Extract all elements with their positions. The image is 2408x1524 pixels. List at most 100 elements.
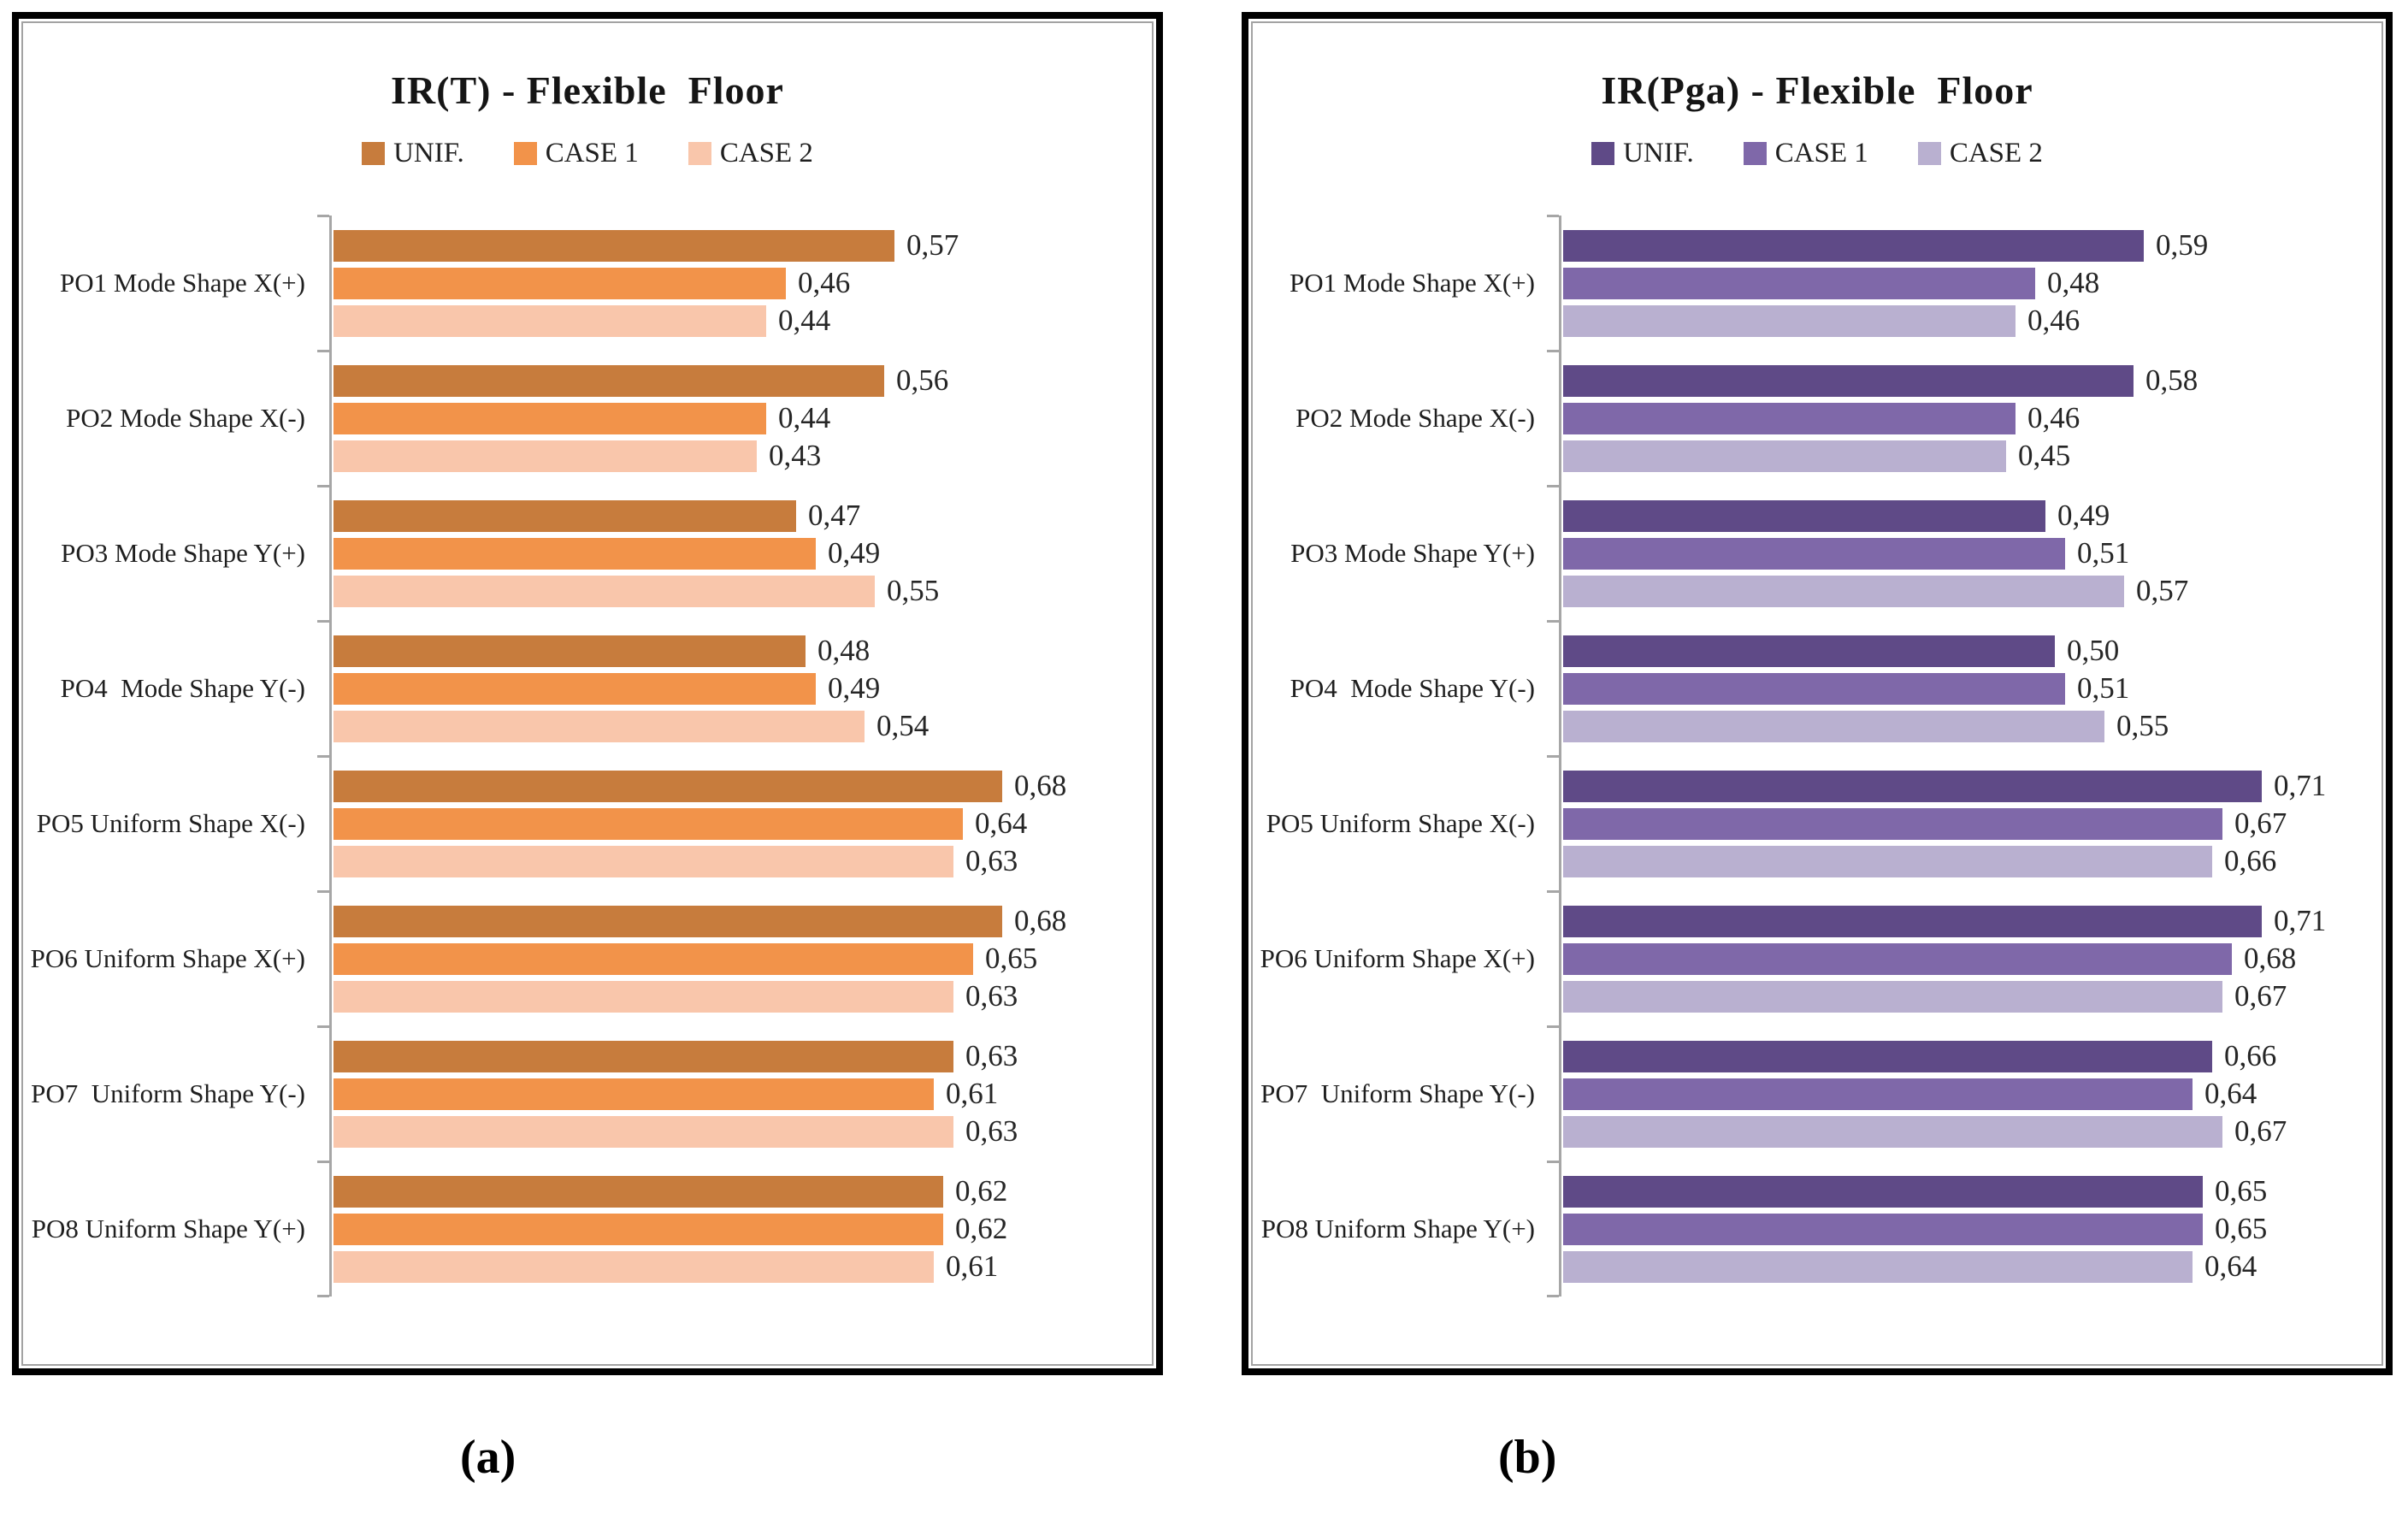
bar-value-label: 0,46 bbox=[2027, 401, 2080, 434]
bar-row: 0,45 bbox=[1563, 439, 2198, 472]
category-group: PO2 Mode Shape X(-) 0,56 0,44 0,43 bbox=[28, 351, 1147, 486]
category-group: PO1 Mode Shape X(+) 0,57 0,46 0,44 bbox=[28, 216, 1147, 351]
bar-value-label: 0,46 bbox=[2027, 304, 2080, 337]
bar bbox=[333, 770, 1002, 802]
bar-value-label: 0,61 bbox=[946, 1249, 999, 1283]
bar bbox=[1563, 845, 2212, 877]
bar-row: 0,51 bbox=[1563, 536, 2188, 570]
bar-row: 0,64 bbox=[333, 806, 1066, 840]
bar-value-label: 0,65 bbox=[2215, 1212, 2268, 1245]
bar-value-label: 0,66 bbox=[2224, 844, 2277, 877]
legend-item-label: UNIF. bbox=[1623, 137, 1694, 168]
category-group: PO1 Mode Shape X(+) 0,59 0,48 0,46 bbox=[1258, 216, 2376, 351]
bar-value-label: 0,44 bbox=[778, 304, 831, 337]
bar bbox=[1563, 672, 2065, 705]
bar-row: 0,46 bbox=[1563, 401, 2198, 434]
bar-row: 0,71 bbox=[1563, 904, 2327, 937]
bar-value-label: 0,71 bbox=[2274, 904, 2327, 937]
bar-value-label: 0,49 bbox=[2057, 499, 2110, 532]
bar-row: 0,46 bbox=[333, 266, 959, 299]
category-group: PO8 Uniform Shape Y(+) 0,62 0,62 0,61 bbox=[28, 1161, 1147, 1297]
bar bbox=[333, 980, 953, 1013]
axis-tick bbox=[1547, 350, 1559, 352]
bar bbox=[333, 440, 757, 472]
bar-row: 0,49 bbox=[1563, 499, 2188, 532]
axis-tick bbox=[1547, 890, 1559, 893]
bar-row: 0,44 bbox=[333, 401, 948, 434]
bar-stack: 0,68 0,65 0,63 bbox=[333, 904, 1066, 1013]
bar-stack: 0,58 0,46 0,45 bbox=[1563, 363, 2198, 472]
bar-row: 0,65 bbox=[1563, 1212, 2268, 1245]
legend-item-label: CASE 1 bbox=[545, 137, 639, 168]
value-axis bbox=[329, 216, 332, 1297]
bar-row: 0,48 bbox=[1563, 266, 2208, 299]
axis-tick bbox=[1547, 485, 1559, 487]
bar bbox=[1563, 710, 2104, 742]
bar-value-label: 0,64 bbox=[975, 806, 1028, 840]
chart-panel-a-inner: IR(T) - Flexible Floor UNIF. CASE 1 CASE 2… bbox=[21, 21, 1154, 1366]
bar-row: 0,61 bbox=[333, 1077, 1018, 1110]
legend-swatch bbox=[362, 141, 386, 165]
plot-a: PO1 Mode Shape X(+) 0,57 0,46 0,44 PO2 Mode … bbox=[28, 215, 1147, 1297]
bar-value-label: 0,57 bbox=[906, 228, 959, 262]
bar bbox=[333, 1213, 943, 1245]
axis-tick bbox=[317, 755, 329, 758]
legend-item-label: UNIF. bbox=[393, 137, 464, 168]
bar bbox=[333, 402, 766, 434]
bar bbox=[333, 229, 894, 262]
category-group: PO6 Uniform Shape X(+) 0,71 0,68 0,67 bbox=[1258, 891, 2376, 1026]
bar bbox=[333, 499, 796, 532]
bar-stack: 0,68 0,64 0,63 bbox=[333, 769, 1067, 877]
axis-tick bbox=[317, 485, 329, 487]
bar bbox=[1563, 1175, 2203, 1208]
bar-stack: 0,50 0,51 0,55 bbox=[1563, 634, 2169, 742]
legend-swatch bbox=[1591, 141, 1615, 165]
legend-item: CASE 2 bbox=[1917, 138, 2043, 169]
bar-value-label: 0,68 bbox=[1014, 769, 1067, 802]
bar-row: 0,62 bbox=[333, 1174, 1007, 1208]
legend-b: UNIF. CASE 1 CASE 2 bbox=[1258, 135, 2376, 171]
category-label: PO1 Mode Shape X(+) bbox=[60, 268, 305, 298]
bar bbox=[1563, 364, 2134, 397]
bar-row: 0,61 bbox=[333, 1249, 1007, 1283]
category-label: PO3 Mode Shape Y(+) bbox=[1290, 538, 1535, 568]
axis-tick bbox=[1547, 755, 1559, 758]
bar-row: 0,65 bbox=[333, 942, 1066, 975]
bar-stack: 0,71 0,67 0,66 bbox=[1563, 769, 2326, 877]
bar-row: 0,66 bbox=[1563, 1039, 2287, 1072]
bar bbox=[333, 845, 953, 877]
bar-row: 0,66 bbox=[1563, 844, 2326, 877]
axis-tick bbox=[1547, 1161, 1559, 1163]
chart-panel-b-inner: IR(Pga) - Flexible Floor UNIF. CASE 1 CASE… bbox=[1251, 21, 2383, 1366]
legend-a: UNIF. CASE 1 CASE 2 bbox=[28, 135, 1147, 171]
bar-value-label: 0,61 bbox=[946, 1077, 999, 1110]
bar-stack: 0,49 0,51 0,57 bbox=[1563, 499, 2189, 607]
bar bbox=[1563, 575, 2124, 607]
bar-row: 0,47 bbox=[333, 499, 939, 532]
bar-stack: 0,63 0,61 0,63 bbox=[333, 1039, 1018, 1148]
bar bbox=[1563, 905, 2262, 937]
bar bbox=[333, 1175, 943, 1208]
bar bbox=[1563, 635, 2055, 667]
bar bbox=[1563, 1040, 2212, 1072]
bar bbox=[1563, 770, 2262, 802]
category-label: PO2 Mode Shape X(-) bbox=[66, 403, 305, 433]
value-axis bbox=[1559, 216, 1561, 1297]
bar-value-label: 0,50 bbox=[2067, 634, 2120, 667]
category-group: PO6 Uniform Shape X(+) 0,68 0,65 0,63 bbox=[28, 891, 1147, 1026]
category-label: PO5 Uniform Shape X(-) bbox=[36, 808, 305, 838]
chart-panel-b: IR(Pga) - Flexible Floor UNIF. CASE 1 CASE… bbox=[1242, 12, 2393, 1375]
bar-value-label: 0,57 bbox=[2136, 574, 2189, 607]
bar bbox=[333, 672, 816, 705]
bar-row: 0,67 bbox=[1563, 1114, 2287, 1148]
bar bbox=[1563, 1213, 2203, 1245]
axis-tick bbox=[317, 1025, 329, 1028]
bar-row: 0,64 bbox=[1563, 1077, 2287, 1110]
bar-row: 0,51 bbox=[1563, 671, 2169, 705]
bar-row: 0,57 bbox=[1563, 574, 2189, 607]
axis-tick bbox=[1547, 1295, 1559, 1297]
bar-stack: 0,56 0,44 0,43 bbox=[333, 363, 948, 472]
bar-stack: 0,57 0,46 0,44 bbox=[333, 228, 959, 337]
bar bbox=[333, 942, 973, 975]
legend-item: CASE 2 bbox=[688, 138, 813, 169]
